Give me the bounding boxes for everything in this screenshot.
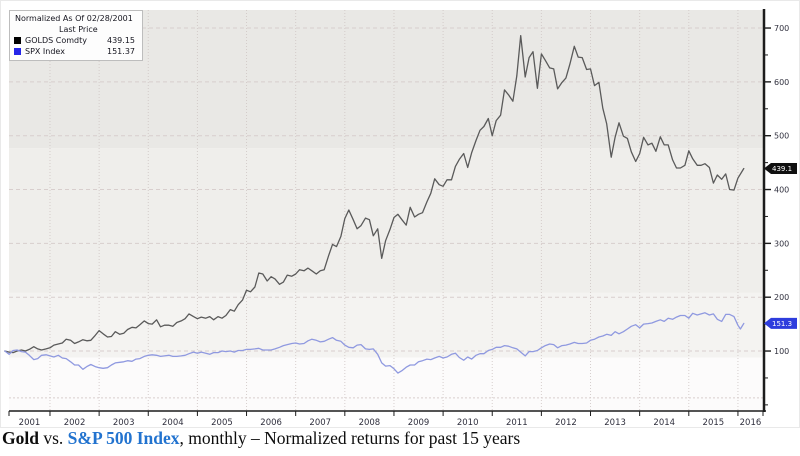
x-tick-label-2001: 2001 [19, 418, 41, 427]
x-tick-label-2010: 2010 [457, 418, 479, 427]
x-tick-label-2005: 2005 [211, 418, 233, 427]
x-tick-label-2012: 2012 [555, 418, 577, 427]
y-tick-label-500: 500 [774, 132, 789, 141]
x-tick-label-2003: 2003 [113, 418, 135, 427]
spx-series-last-price: 151.37 [107, 47, 135, 56]
legend-last-price-header: Last Price [59, 25, 98, 34]
chart-legend: Normalized As Of 02/28/2001 Last Price G… [9, 10, 143, 61]
gold-vs-spx-chart: 2001 2002 2003 2004 2005 2006 2007 2008 2009 2010… [0, 0, 800, 428]
y-tick-label-100: 100 [774, 347, 789, 356]
gold-series-name: GOLDS Comdty [25, 36, 87, 45]
y-tick-label-400: 400 [774, 186, 789, 195]
gold-last-price-badge [764, 162, 797, 174]
chart-plot-area: 2001 2002 2003 2004 2005 2006 2007 2008 2009 2010… [4, 9, 797, 427]
x-tick-label-2014: 2014 [653, 418, 675, 427]
gold-series-last-price: 439.15 [107, 36, 135, 45]
x-tick-label-2007: 2007 [309, 418, 331, 427]
legend-title: Normalized As Of 02/28/2001 [15, 14, 133, 23]
x-tick-label-2016: 2016 [740, 418, 762, 427]
spx-price-line [4, 312, 745, 374]
legend-row-gold: GOLDS Comdty 439.15 [13, 35, 135, 46]
x-tick-label-2009: 2009 [408, 418, 430, 427]
spx-series-name: SPX Index [25, 47, 65, 56]
legend-row-spx: SPX Index 151.37 [13, 46, 135, 57]
badge-label: 151.3 [772, 320, 792, 328]
y-tick-label-700: 700 [774, 24, 789, 33]
caption-rest-text: , monthly – Normalized returns for past … [179, 428, 521, 448]
x-tick-label-2008: 2008 [359, 418, 381, 427]
x-tick-label-2015: 2015 [703, 418, 725, 427]
badge-label: 439.1 [772, 165, 792, 173]
background-band-1 [9, 148, 763, 293]
background-band-2 [9, 292, 763, 358]
x-tick-label-2004: 2004 [162, 418, 184, 427]
gold-series-swatch [14, 37, 21, 44]
spx-series-swatch [14, 48, 21, 55]
x-tick-label-2013: 2013 [604, 418, 626, 427]
spx-last-price-badge [764, 317, 797, 329]
caption-spx-label: S&P 500 Index [67, 428, 180, 448]
x-tick-label-2002: 2002 [64, 418, 86, 427]
y-tick-label-600: 600 [774, 78, 789, 87]
gold-price-line [4, 34, 745, 354]
y-tick-label-300: 300 [774, 239, 789, 248]
caption-vs-text: vs. [38, 428, 68, 448]
x-tick-label-2006: 2006 [260, 418, 282, 427]
figure-caption: Gold vs. S&P 500 Index, monthly – Normal… [2, 428, 520, 449]
caption-gold-label: Gold [2, 428, 39, 448]
y-tick-label-200: 200 [774, 293, 789, 302]
x-tick-label-2011: 2011 [506, 418, 528, 427]
